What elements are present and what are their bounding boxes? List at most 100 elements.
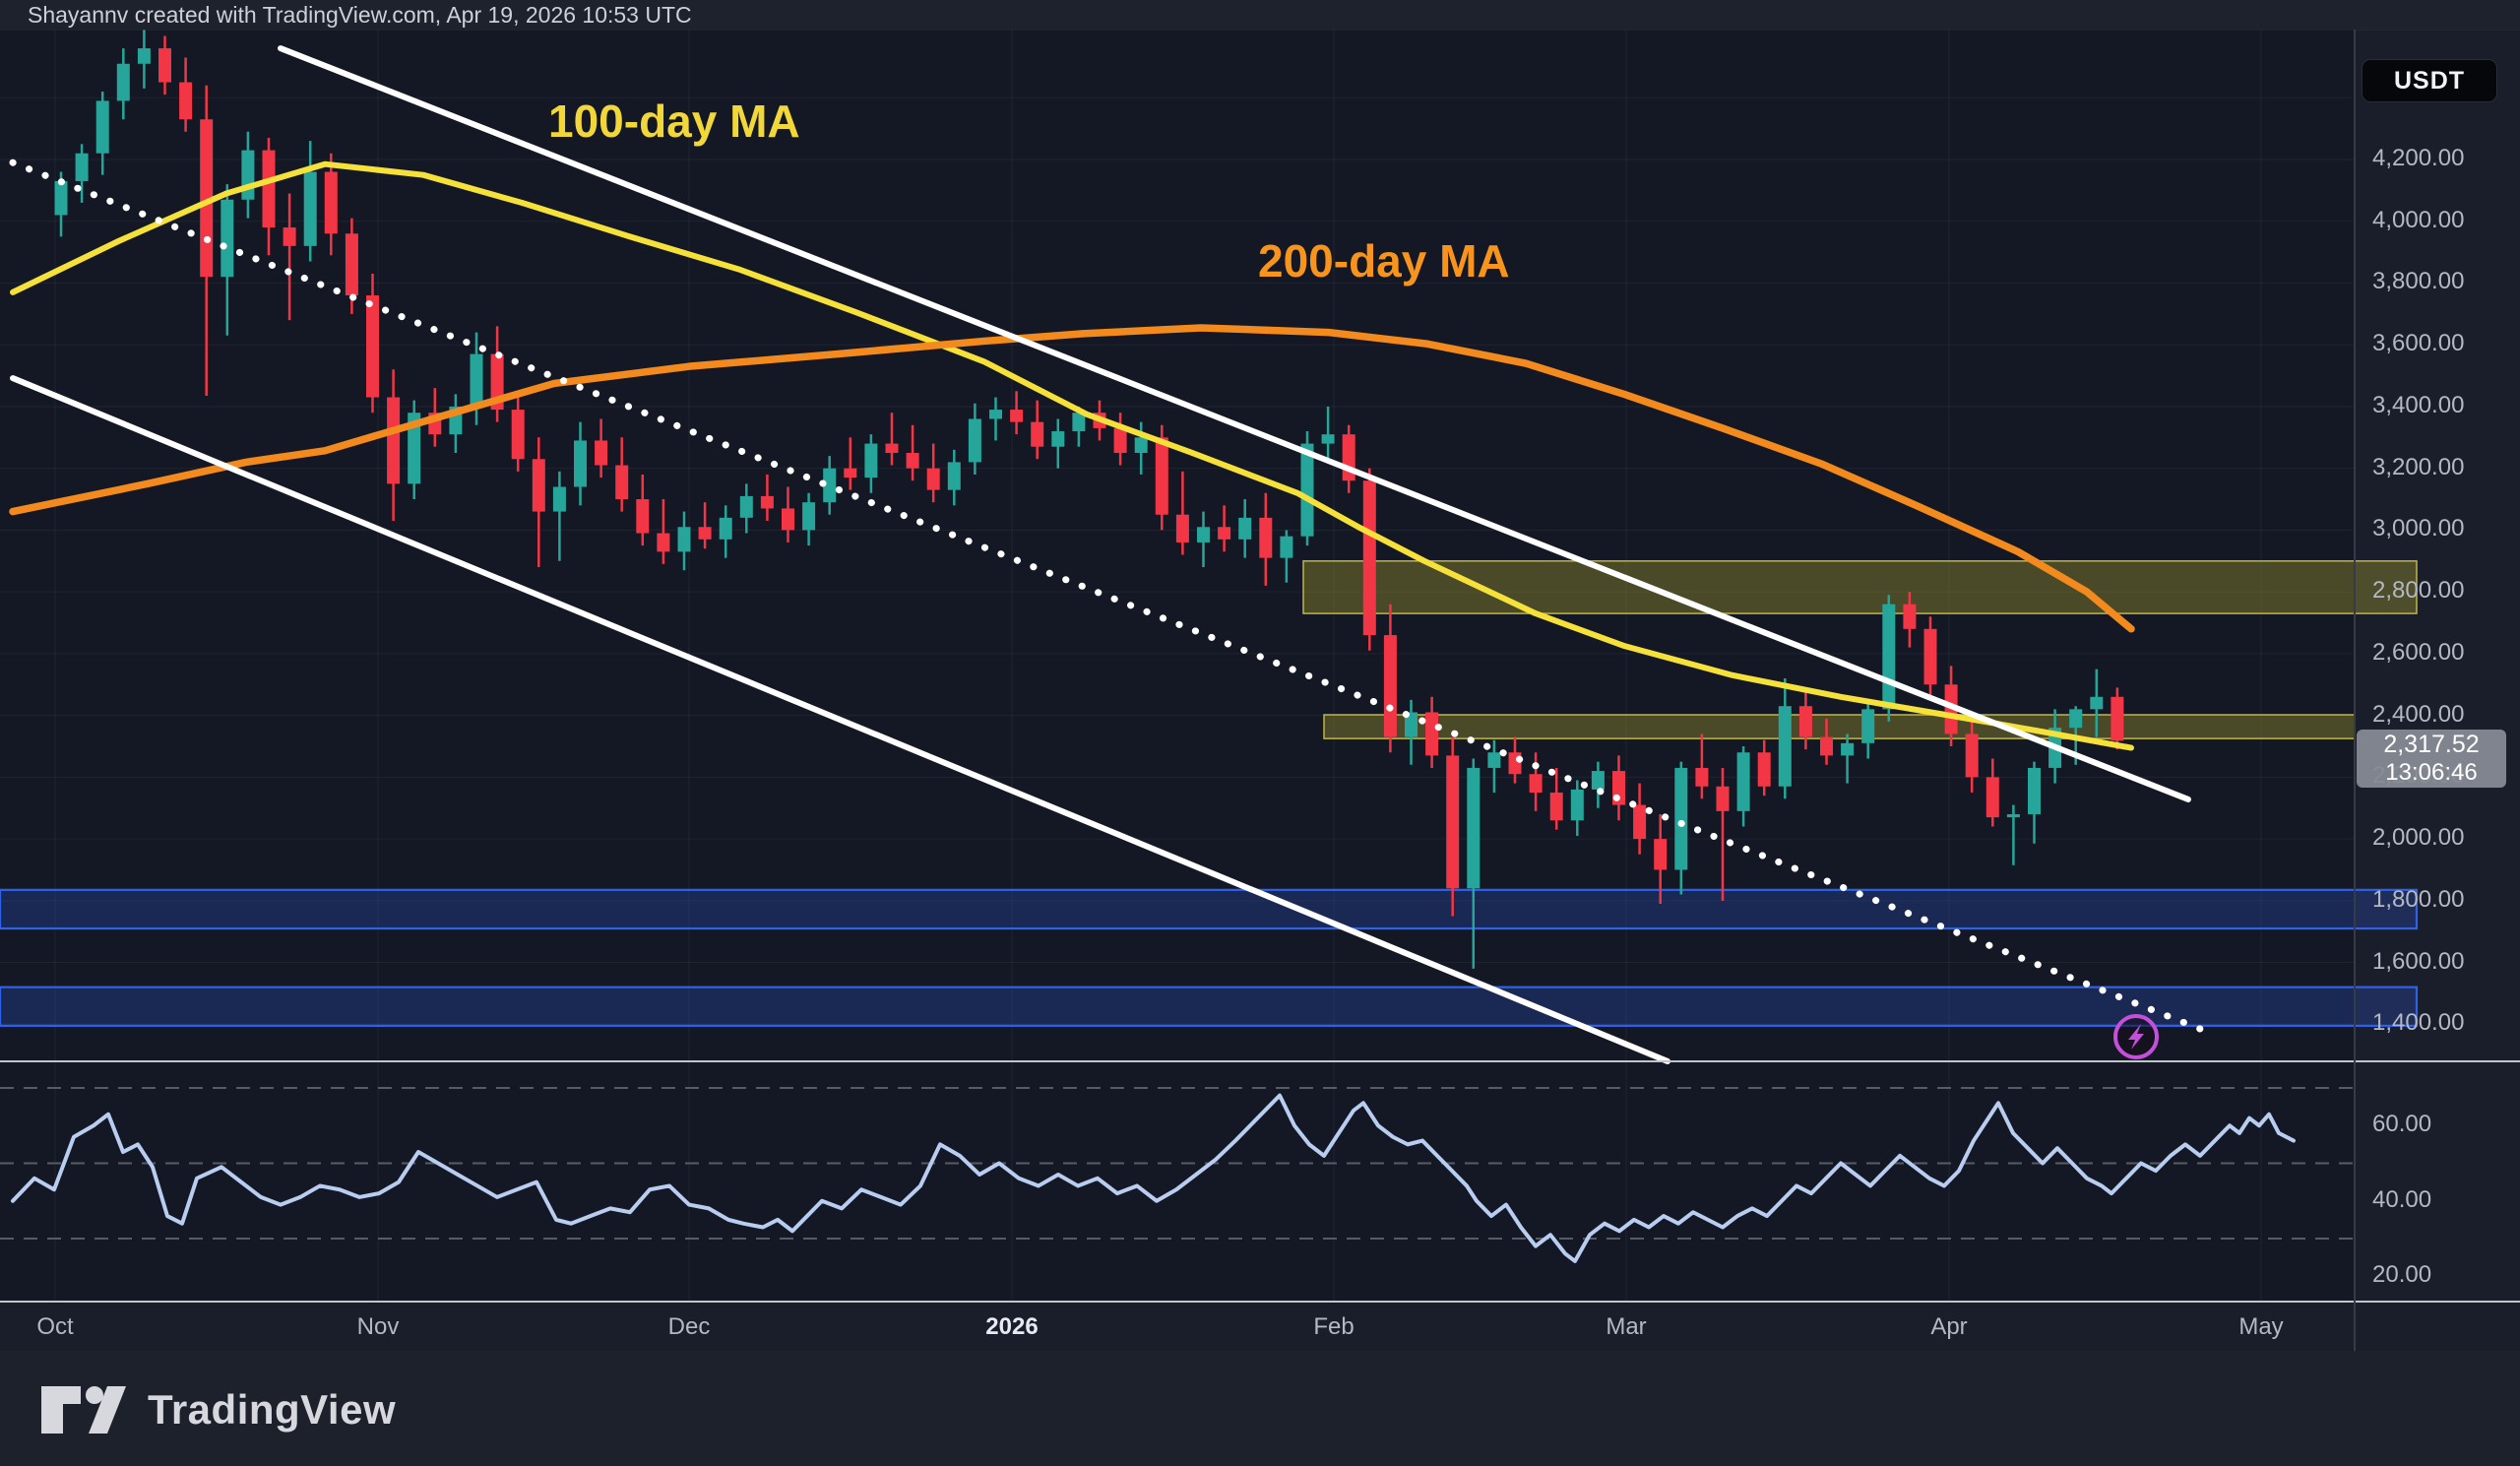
tradingview-logo[interactable]: TradingView	[39, 1384, 396, 1435]
candle-body	[552, 486, 566, 512]
candle-body	[1570, 789, 1584, 821]
rsi-axis-label: 60.00	[2372, 1111, 2432, 1138]
candle-body	[1529, 774, 1543, 794]
candle-body	[366, 295, 379, 398]
price-axis-label: 3,800.00	[2372, 268, 2465, 295]
candle-body	[1923, 628, 1937, 685]
candle-body	[1113, 427, 1127, 453]
candle-body	[1549, 793, 1563, 821]
bar-countdown: 13:06:46	[2385, 759, 2478, 786]
candle-body	[1591, 771, 1605, 790]
candle-body	[1861, 709, 1875, 743]
candle-body	[1072, 413, 1086, 432]
candle-body	[1175, 514, 1189, 542]
time-axis-label-2026: 2026	[985, 1313, 1039, 1340]
resistance-zone-2400[interactable]	[1323, 714, 2356, 739]
candle-body	[220, 199, 234, 278]
candle-body	[179, 82, 193, 120]
price-axis-label: 4,000.00	[2372, 206, 2465, 233]
candle-body	[657, 533, 670, 552]
candle-body	[1944, 684, 1958, 734]
candle-body	[511, 410, 525, 460]
chart-pane-background	[0, 30, 2355, 1302]
time-axis-label-Oct: Oct	[36, 1313, 74, 1340]
time-axis-label-Dec: Dec	[667, 1313, 711, 1340]
candle-body	[1134, 437, 1148, 453]
support-zone-1800[interactable]	[0, 888, 2419, 930]
price-axis-label: 2,600.00	[2372, 638, 2465, 666]
tradingview-logo-text: TradingView	[148, 1386, 397, 1433]
candle-body	[1841, 742, 1855, 756]
price-axis-label: 3,000.00	[2372, 515, 2465, 542]
time-scale[interactable]	[0, 1302, 2520, 1351]
candle-body	[1051, 431, 1065, 447]
candle-body	[989, 410, 1002, 419]
price-axis-label: 2,000.00	[2372, 824, 2465, 852]
candle-body	[1508, 752, 1522, 775]
candle-body	[1654, 839, 1668, 870]
candle-body	[158, 48, 171, 83]
candle-body	[1031, 421, 1044, 447]
candle-body	[1197, 527, 1210, 542]
candle-body	[75, 153, 89, 181]
candle-body	[885, 443, 899, 453]
candle-body	[532, 459, 545, 512]
last-price-badge: 2,317.52 13:06:46	[2357, 730, 2506, 788]
candle-body	[324, 171, 338, 234]
candle-body	[968, 418, 981, 463]
candle-body	[1238, 517, 1252, 540]
price-axis-label: 1,800.00	[2372, 885, 2465, 913]
candle-body	[2090, 696, 2104, 710]
candle-body	[760, 495, 774, 509]
rsi-axis-label: 20.00	[2372, 1261, 2432, 1289]
candle-body	[408, 413, 421, 484]
candle-body	[1467, 767, 1480, 889]
candle-body	[387, 397, 401, 484]
channel-upper-solid[interactable]	[278, 45, 2191, 802]
price-axis-label: 3,400.00	[2372, 391, 2465, 418]
candle-body	[615, 465, 629, 500]
price-axis-label: 2,400.00	[2372, 700, 2465, 728]
candle-body	[739, 495, 753, 518]
candle-body	[470, 353, 483, 407]
price-axis-label: 2,800.00	[2372, 577, 2465, 605]
candlestick-series	[54, 30, 2124, 969]
candle-body	[595, 440, 608, 466]
resistance-zone-2800[interactable]	[1302, 559, 2418, 614]
time-axis-label-May: May	[2238, 1313, 2284, 1340]
candle-body	[1259, 517, 1273, 558]
price-axis-label: 1,400.00	[2372, 1009, 2465, 1037]
tradingview-logo-mark	[41, 1386, 126, 1434]
candle-body	[262, 150, 276, 228]
candle-body	[1965, 733, 1979, 778]
candle-body	[1446, 755, 1460, 889]
candle-body	[636, 499, 650, 534]
candle-body	[1321, 434, 1335, 444]
price-scale[interactable]	[2355, 30, 2520, 1302]
candle-body	[2006, 813, 2020, 818]
ma-100-line[interactable]	[10, 160, 2134, 751]
candle-body	[574, 440, 587, 487]
candle-body	[1757, 752, 1771, 787]
rsi-line[interactable]	[11, 1093, 2296, 1263]
ma-200-line[interactable]	[9, 324, 2135, 633]
candle-body	[1798, 706, 1812, 737]
candle-body	[1487, 752, 1501, 768]
candle-body	[677, 527, 691, 552]
candle-body	[1405, 712, 1418, 737]
candle-body	[1674, 767, 1688, 870]
candle-body	[2028, 767, 2041, 814]
channel-lower-solid[interactable]	[10, 375, 1670, 1064]
candle-body	[116, 63, 130, 101]
candle-body	[782, 508, 794, 531]
candle-body	[1362, 480, 1376, 636]
price-axis-label: 1,600.00	[2372, 947, 2465, 975]
candle-body	[303, 171, 317, 246]
price-axis-label: 4,200.00	[2372, 145, 2465, 171]
candle-body	[54, 180, 68, 216]
candle-body	[241, 150, 255, 200]
support-zone-1450[interactable]	[0, 986, 2419, 1027]
candle-body	[95, 100, 109, 154]
candle-body	[926, 468, 940, 490]
